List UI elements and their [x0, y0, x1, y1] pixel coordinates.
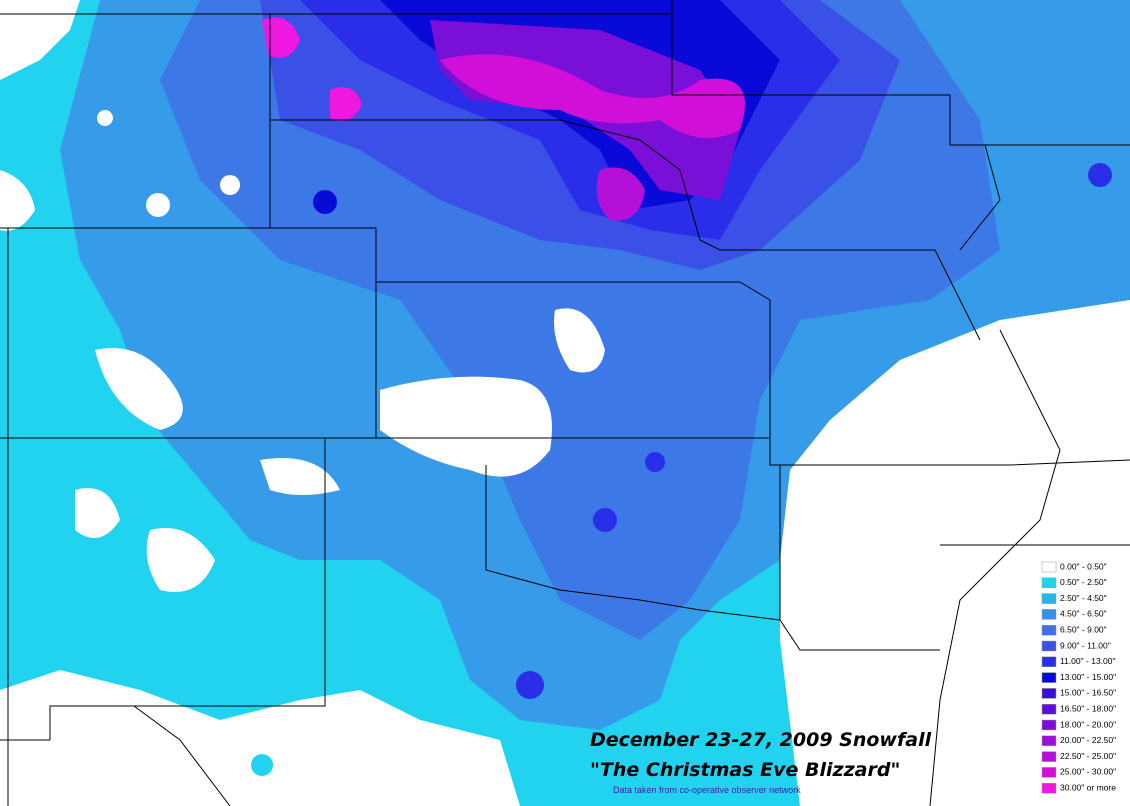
no-snow-area	[220, 175, 240, 195]
legend-swatch	[1041, 719, 1057, 731]
source-note: Data taken from co-operative observer ne…	[613, 785, 801, 795]
legend-swatch	[1041, 561, 1057, 573]
no-snow-area	[75, 308, 605, 592]
legend-swatch	[1041, 656, 1057, 668]
legend-label: 18.00" - 20.00"	[1060, 719, 1116, 729]
legend-swatch	[1041, 577, 1057, 589]
legend-label: 2.50" - 4.50"	[1060, 593, 1107, 603]
snow-area	[593, 508, 617, 532]
legend-label: 25.00" - 30.00"	[1060, 767, 1116, 777]
map-subtitle: "The Christmas Eve Blizzard"	[590, 759, 900, 781]
legend-label: 20.00" - 22.50"	[1060, 735, 1116, 745]
no-snow-area	[0, 0, 80, 231]
legend-label: 4.50" - 6.50"	[1060, 609, 1107, 619]
legend-swatch	[1041, 751, 1057, 762]
legend-label: 22.50" - 25.00"	[1060, 751, 1116, 761]
legend-swatch	[1041, 640, 1057, 652]
legend-swatch	[1041, 593, 1057, 604]
legend-label: 0.50" - 2.50"	[1060, 577, 1107, 587]
legend-swatch	[1041, 624, 1057, 636]
legend-label: 15.00" - 16.50"	[1060, 688, 1116, 698]
legend-label: 6.50" - 9.00"	[1060, 624, 1107, 634]
legend-label: 30.00" or more	[1060, 782, 1116, 792]
legend-swatch	[1041, 767, 1057, 778]
snow-area	[645, 452, 665, 472]
map-title: December 23-27, 2009 Snowfall	[590, 729, 932, 751]
legend-swatch	[1041, 609, 1057, 620]
legend-swatch	[1041, 688, 1057, 699]
snow-area	[516, 671, 544, 699]
snow-area	[262, 17, 362, 122]
legend-label: 9.00" - 11.00"	[1060, 640, 1111, 650]
legend-label: 0.00" - 0.50"	[1060, 561, 1107, 571]
snow-area	[596, 167, 645, 221]
legend-label: 11.00" - 13.00"	[1060, 656, 1116, 666]
legend-swatch	[1041, 735, 1057, 747]
no-snow-area	[0, 670, 520, 806]
legend-swatch	[1041, 703, 1057, 715]
legend-swatch	[1041, 782, 1057, 794]
legend-swatch	[1041, 672, 1057, 683]
snow-area	[440, 54, 745, 138]
legend-label: 13.00" - 15.00"	[1060, 672, 1116, 682]
no-snow-area	[97, 110, 113, 126]
snow-area	[251, 754, 273, 776]
snow-area	[313, 190, 337, 214]
no-snow-area	[146, 193, 170, 217]
legend-label: 16.50" - 18.00"	[1060, 703, 1116, 713]
legend: 0.00" - 0.50" 0.50" - 2.50" 2.50" - 4.50" 4…	[1036, 558, 1130, 806]
snow-area	[1088, 163, 1112, 187]
